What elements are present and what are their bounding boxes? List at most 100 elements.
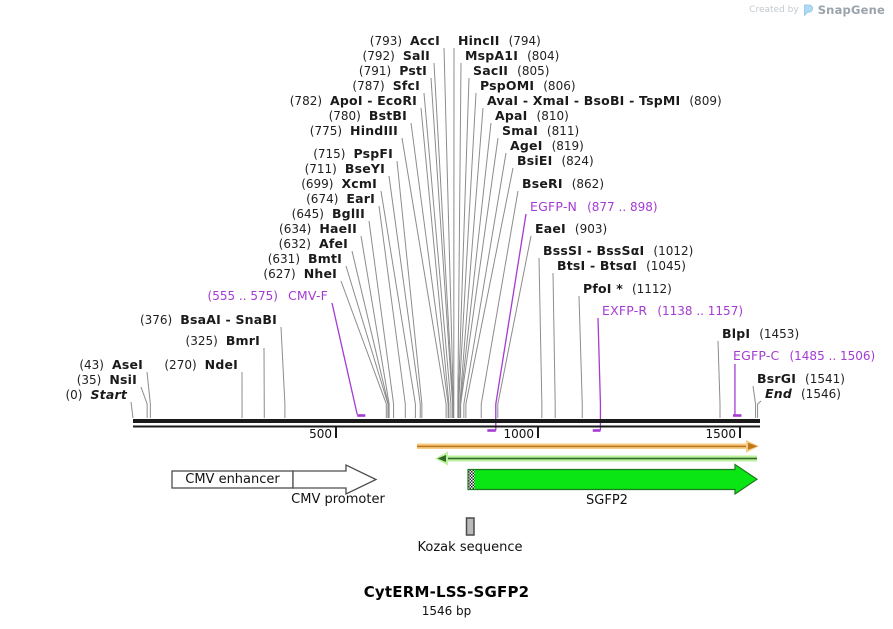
ruler-tick-label: 500 [309, 427, 332, 441]
site-connector-line [752, 385, 757, 418]
cmv-enhancer-label: CMV enhancer [185, 472, 280, 487]
primer-label-egfp-c[interactable]: EGFP-C (1485 .. 1506) [733, 348, 875, 363]
site-enzyme-name: EaeI [535, 221, 566, 236]
primer-connector-line [597, 317, 602, 431]
site-label-asei[interactable]: (43) AseI [79, 357, 143, 372]
site-connector-line [380, 190, 416, 418]
site-label-haeii[interactable]: (634) HaeII [279, 221, 357, 236]
site-label-bsaai-snabi[interactable]: (376) BsaAI - SnaBI [140, 312, 277, 327]
site-enzyme-name: PstI [399, 63, 427, 78]
site-label-bmri[interactable]: (325) BmrI [186, 333, 260, 348]
site-connector-line [423, 92, 452, 418]
site-label-sali[interactable]: (792) SalI [363, 48, 430, 63]
site-enzyme-name: BsrGI [757, 371, 797, 386]
site-label-smai[interactable]: SmaI (811) [502, 123, 579, 138]
site-connector-line [717, 340, 721, 418]
site-connector-line [497, 235, 532, 418]
site-position: (791) [358, 64, 392, 78]
primer-label-cmv-f[interactable]: (555 .. 575) CMV-F [208, 288, 328, 303]
site-connector-line [378, 205, 406, 418]
ruler-tick-label: 1000 [503, 427, 534, 441]
site-position: (1546) [801, 387, 841, 401]
site-connector-line [463, 152, 507, 418]
primer-name: CMV-F [287, 288, 328, 303]
site-label-hincii[interactable]: HincII (794) [458, 33, 541, 48]
site-position: (0) [65, 388, 83, 402]
site-enzyme-name: AccI [410, 33, 440, 48]
site-label-apai[interactable]: ApaI (810) [495, 108, 569, 123]
site-label-ndei[interactable]: (270) NdeI [164, 357, 238, 372]
site-label-sfci[interactable]: (787) SfcI [352, 78, 420, 93]
site-label-bmti[interactable]: (631) BmtI [268, 251, 342, 266]
site-position: (804) [527, 49, 560, 63]
site-position: (780) [328, 109, 361, 123]
primer-label-exfp-r[interactable]: EXFP-R (1138 .. 1157) [602, 303, 743, 318]
site-connector-line [401, 137, 447, 418]
site-enzyme-name: AfeI [318, 236, 348, 251]
site-label-xcmi[interactable]: (699) XcmI [301, 176, 377, 191]
site-connector-line [480, 190, 519, 418]
site-enzyme-name: BmrI [225, 333, 260, 348]
site-enzyme-name: XcmI [341, 176, 377, 191]
site-label-btsi-bts-i[interactable]: BtsI - BtsαI (1045) [557, 258, 686, 273]
site-connector-line [757, 400, 762, 418]
site-label-afei[interactable]: (632) AfeI [279, 236, 348, 251]
site-label-bstbi[interactable]: (780) BstBI [329, 108, 407, 123]
site-label-bsssi-bsss-i[interactable]: BssSI - BssSαI (1012) [543, 243, 693, 258]
primer-name: EXFP-R [602, 303, 648, 318]
site-label-sacii[interactable]: SacII (805) [473, 63, 549, 78]
orf-arrow-reverse[interactable] [435, 451, 757, 466]
site-label-end[interactable]: End (1546) [765, 386, 841, 401]
primer-name: EGFP-N [530, 199, 578, 214]
site-label-avai-xmai-bsobi-tspmi[interactable]: AvaI - XmaI - BsoBI - TspMI (809) [487, 93, 722, 108]
site-label-nhei[interactable]: (627) NheI [263, 266, 337, 281]
site-label-bsrgi[interactable]: BsrGI (1541) [757, 371, 845, 386]
primer-connector-line [495, 213, 527, 431]
site-label-pspomi[interactable]: PspOMI (806) [480, 78, 576, 93]
kozak-sequence-box[interactable] [465, 517, 475, 536]
site-label-pfoi[interactable]: PfoI * (1112) [583, 281, 672, 296]
site-label-mspa1i[interactable]: MspA1I (804) [465, 48, 559, 63]
site-label-blpi[interactable]: BlpI (1453) [722, 326, 799, 341]
site-label-agei[interactable]: AgeI (819) [510, 138, 584, 153]
site-enzyme-name: PspFI [353, 146, 393, 161]
primer-label-egfp-n[interactable]: EGFP-N (877 .. 898) [530, 199, 658, 214]
site-connector-line [146, 371, 151, 418]
site-position: (1112) [631, 282, 672, 296]
site-position: (809) [689, 94, 722, 108]
site-enzyme-name: BsaAI - SnaBI [180, 312, 277, 327]
site-label-psti[interactable]: (791) PstI [359, 63, 427, 78]
site-label-bseyi[interactable]: (711) BseYI [305, 161, 385, 176]
site-enzyme-name: ApoI - EcoRI [330, 93, 417, 108]
sgfp2-arrow[interactable] [467, 463, 759, 496]
site-label-eari[interactable]: (674) EarI [306, 191, 375, 206]
site-enzyme-name: BmtI [308, 251, 342, 266]
site-label-acci[interactable]: (793) AccI [370, 33, 440, 48]
watermark-created-by: Created by [749, 5, 799, 15]
site-enzyme-name: SfcI [392, 78, 420, 93]
site-label-bsiei[interactable]: BsiEI (824) [517, 153, 594, 168]
ruler-tick-label: 1500 [705, 427, 736, 441]
site-enzyme-name: BglII [331, 206, 365, 221]
site-position: (824) [561, 154, 594, 168]
cmv-promoter-arrow[interactable] [292, 463, 378, 496]
site-label-eaei[interactable]: EaeI (903) [535, 221, 607, 236]
site-label-hindiii[interactable]: (775) HindIII [310, 123, 398, 138]
site-label-apoi-ecori[interactable]: (782) ApoI - EcoRI [290, 93, 417, 108]
site-label-bglii[interactable]: (645) BglII [292, 206, 365, 221]
site-connector-line [360, 235, 390, 418]
site-label-pspfi[interactable]: (715) PspFI [313, 146, 393, 161]
site-enzyme-name: HincII [458, 33, 500, 48]
site-enzyme-name: EarI [346, 191, 375, 206]
title-block: CytERM-LSS-SGFP2 1546 bp [0, 583, 893, 618]
primer-range: (1485 .. 1506) [789, 349, 876, 363]
site-label-bseri[interactable]: BseRI (862) [522, 176, 604, 191]
site-label-start[interactable]: (0) Start [65, 387, 127, 402]
orf-arrow-forward[interactable] [417, 440, 759, 453]
site-connector-line [420, 107, 450, 418]
site-position: (819) [551, 139, 584, 153]
snapgene-watermark: Created by SnapGene [749, 3, 885, 17]
site-label-nsii[interactable]: (35) NsiI [77, 372, 137, 387]
site-connector-line [458, 92, 477, 418]
